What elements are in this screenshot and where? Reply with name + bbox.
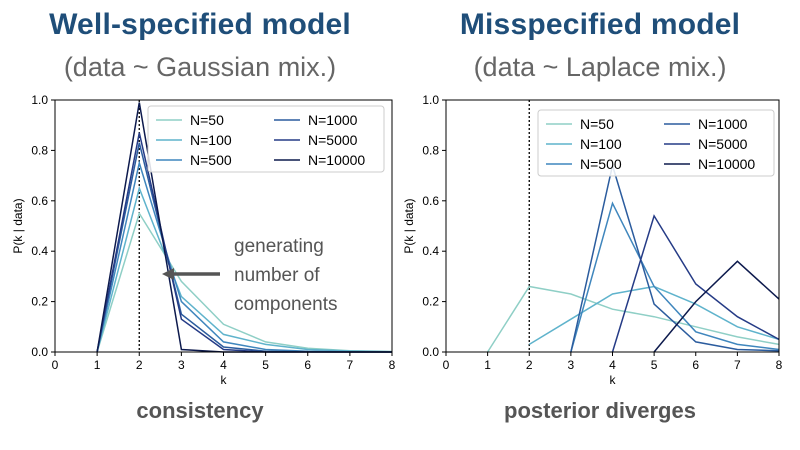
right-series-line-n-1000 xyxy=(570,162,780,353)
left-x-tick-label: 0 xyxy=(52,358,59,372)
right-legend-label: N=500 xyxy=(580,156,622,172)
left-y-tick-label: 0.2 xyxy=(31,295,48,309)
right-x-tick-label: 6 xyxy=(692,358,699,372)
generating-components-annotation: generating number of components xyxy=(234,232,338,319)
right-x-tick-label: 2 xyxy=(526,358,533,372)
left-chart: 0 1 2 3 4 5 6 7 8 0.0 0.2 0.4 0.6 0.8 1.0 k P(k | data) N… xyxy=(11,93,396,387)
left-x-tick-label: 3 xyxy=(178,358,185,372)
right-x-tick-label: 8 xyxy=(776,358,783,372)
left-y-tick-label: 0.8 xyxy=(31,143,48,157)
right-x-tick-label: 4 xyxy=(609,358,616,372)
left-y-tick-label: 1.0 xyxy=(31,93,48,107)
right-legend-label: N=5000 xyxy=(698,136,748,152)
left-legend-box xyxy=(147,105,385,173)
right-x-tick-label: 5 xyxy=(651,358,658,372)
right-panel-subtitle: (data ~ Laplace mix.) xyxy=(473,52,727,82)
annotation-line-1: generating xyxy=(234,236,324,257)
right-y-tick-label: 0.2 xyxy=(422,295,439,309)
right-chart: 0 1 2 3 4 5 6 7 8 0.0 0.2 0.4 0.6 0.8 1.0 k P(k | data) N… xyxy=(402,93,783,387)
left-panel-subtitle: (data ~ Gaussian mix.) xyxy=(63,52,337,82)
left-y-tick-label: 0.0 xyxy=(31,345,48,359)
left-x-tick-label: 6 xyxy=(304,358,311,372)
right-y-tick-label: 0.0 xyxy=(422,345,439,359)
right-series-line-n-500 xyxy=(570,201,780,353)
annotation-line-2: number of xyxy=(234,265,320,286)
left-x-tick-label: 1 xyxy=(94,358,101,372)
left-panel-caption: consistency xyxy=(136,398,264,423)
left-y-axis-label: P(k | data) xyxy=(11,198,25,253)
right-series-line-n-10000 xyxy=(653,260,780,353)
left-x-tick-label: 7 xyxy=(347,358,354,372)
right-panel-title: Misspecified model xyxy=(459,8,741,41)
right-x-tick-label: 7 xyxy=(734,358,741,372)
left-x-tick-label: 2 xyxy=(136,358,143,372)
right-series-line-n-100 xyxy=(528,285,780,346)
annotation-arrow-head xyxy=(162,268,174,280)
left-legend-label: N=10000 xyxy=(308,152,365,168)
right-y-tick-label: 0.8 xyxy=(422,143,439,157)
right-legend-label: N=10000 xyxy=(698,156,755,172)
right-y-tick-label: 0.4 xyxy=(422,244,439,258)
left-series-line-n-100 xyxy=(96,185,393,353)
left-legend-label: N=1000 xyxy=(308,112,358,128)
right-panel-caption: posterior diverges xyxy=(504,398,696,423)
right-x-axis-label: k xyxy=(610,373,617,387)
right-legend-label: N=50 xyxy=(580,116,614,132)
right-x-tick-label: 1 xyxy=(484,358,491,372)
right-x-tick-label: 0 xyxy=(443,358,450,372)
right-y-axis-label: P(k | data) xyxy=(402,198,416,253)
right-legend-label: N=100 xyxy=(580,136,622,152)
right-legend-label: N=1000 xyxy=(698,116,748,132)
right-y-tick-label: 1.0 xyxy=(422,93,439,107)
right-series-line-n-5000 xyxy=(611,214,780,353)
right-series-line-n-50 xyxy=(486,285,780,353)
left-legend-label: N=5000 xyxy=(308,132,358,148)
annotation-line-3: components xyxy=(234,294,338,315)
left-legend-label: N=100 xyxy=(190,132,232,148)
left-panel-title: Well-specified model xyxy=(49,8,351,41)
right-legend-box xyxy=(537,109,775,177)
left-legend-label: N=500 xyxy=(190,152,232,168)
left-x-tick-label: 8 xyxy=(389,358,396,372)
left-legend-label: N=50 xyxy=(190,112,224,128)
left-x-tick-label: 4 xyxy=(220,358,227,372)
left-y-tick-label: 0.4 xyxy=(31,244,48,258)
right-x-tick-label: 3 xyxy=(568,358,575,372)
left-x-tick-label: 5 xyxy=(262,358,269,372)
right-y-tick-label: 0.6 xyxy=(422,194,439,208)
left-y-tick-label: 0.6 xyxy=(31,194,48,208)
left-x-axis-label: k xyxy=(221,373,228,387)
